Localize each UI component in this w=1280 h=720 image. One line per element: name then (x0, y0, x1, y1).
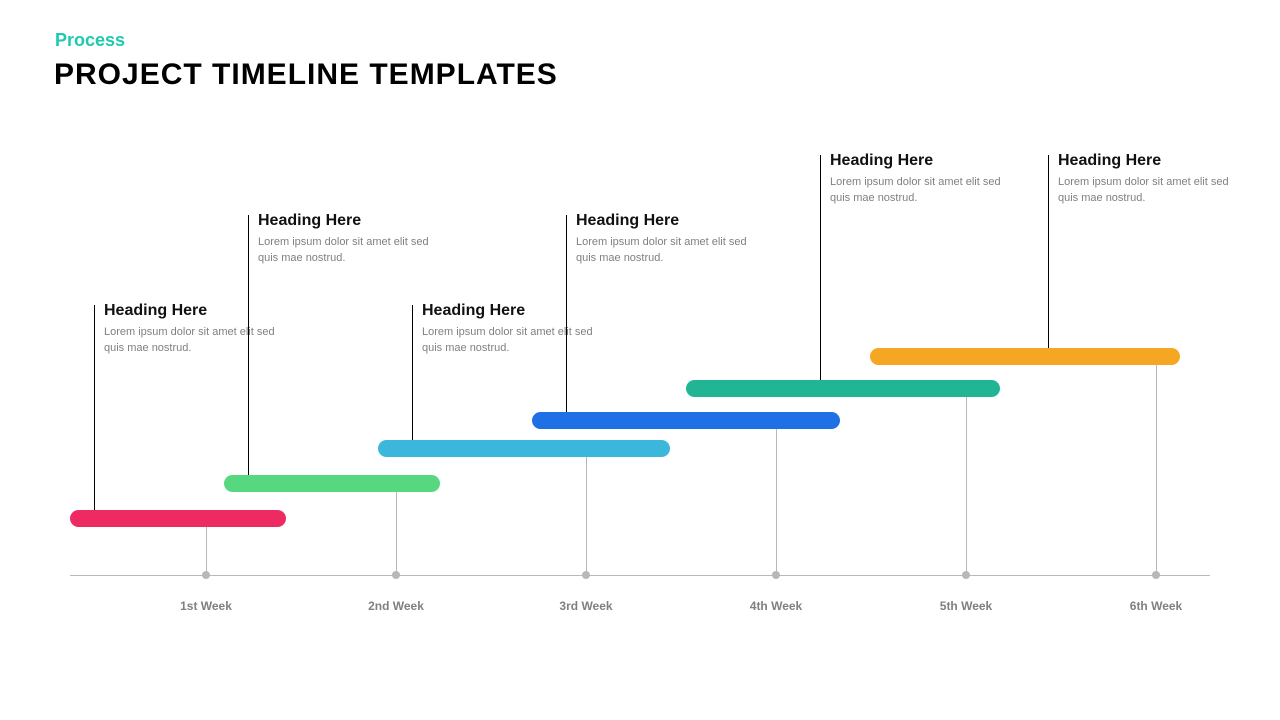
axis-tick-label: 5th Week (940, 599, 992, 613)
axis-gridline (1156, 365, 1157, 575)
slide-root: Process PROJECT TIMELINE TEMPLATES 1st W… (0, 0, 1280, 720)
bar-description: Lorem ipsum dolor sit amet elit sed quis… (830, 175, 1020, 207)
bar-description: Lorem ipsum dolor sit amet elit sed quis… (1058, 175, 1240, 207)
gantt-bar (378, 440, 670, 457)
axis-tick-label: 3rd Week (559, 599, 612, 613)
bar-description: Lorem ipsum dolor sit amet elit sed quis… (104, 325, 294, 357)
axis-tick-label: 1st Week (180, 599, 232, 613)
bar-heading: Heading Here (258, 212, 361, 230)
axis-gridline (206, 527, 207, 575)
bar-heading: Heading Here (104, 302, 207, 320)
gantt-bar (70, 510, 286, 527)
callout-line (94, 305, 95, 510)
gantt-bar (686, 380, 1000, 397)
callout-line (248, 215, 249, 475)
gantt-bar (532, 412, 840, 429)
axis-gridline (966, 397, 967, 575)
axis-tick-label: 4th Week (750, 599, 802, 613)
timeline-chart: 1st Week 2nd Week 3rd Week 4th Week 5th Week… (40, 130, 1240, 670)
bar-description: Lorem ipsum dolor sit amet elit sed quis… (576, 235, 766, 267)
bar-description: Lorem ipsum dolor sit amet elit sed quis… (258, 235, 448, 267)
callout-line (820, 155, 821, 380)
axis-gridline (776, 429, 777, 575)
page-title: PROJECT TIMELINE TEMPLATES (54, 58, 558, 92)
gantt-bar (224, 475, 440, 492)
gantt-bar (870, 348, 1180, 365)
bar-heading: Heading Here (830, 152, 933, 170)
bar-heading: Heading Here (1058, 152, 1161, 170)
bar-description: Lorem ipsum dolor sit amet elit sed quis… (422, 325, 612, 357)
axis-tick-label: 2nd Week (368, 599, 424, 613)
x-axis (70, 575, 1210, 576)
callout-line (1048, 155, 1049, 348)
bar-heading: Heading Here (576, 212, 679, 230)
bar-heading: Heading Here (422, 302, 525, 320)
callout-line (412, 305, 413, 440)
axis-gridline (396, 492, 397, 575)
callout-line (566, 215, 567, 412)
axis-gridline (586, 457, 587, 575)
subtitle: Process (55, 30, 125, 51)
axis-tick-label: 6th Week (1130, 599, 1182, 613)
